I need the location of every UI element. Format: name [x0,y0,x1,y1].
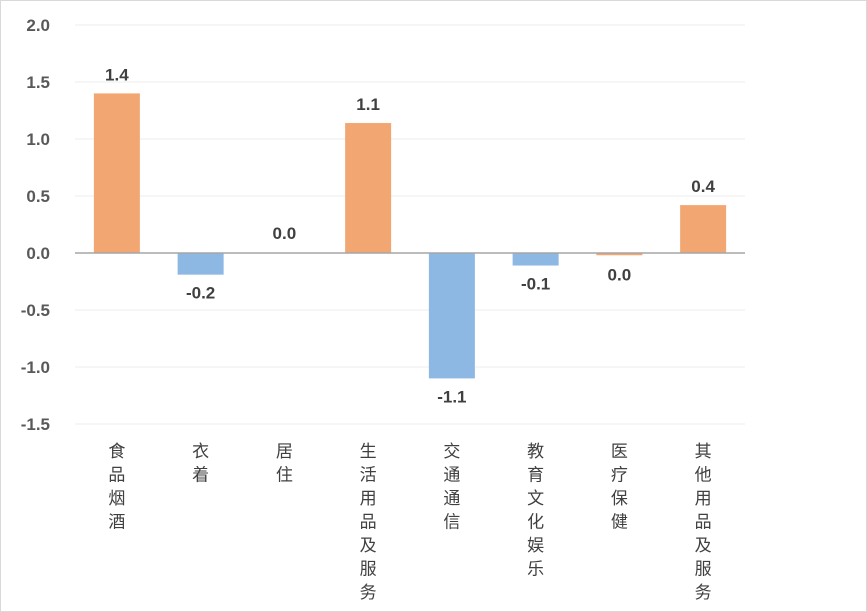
data-label: 0.0 [273,224,297,243]
bar [512,253,559,266]
svg-text:衣: 衣 [192,442,209,462]
category-label: 衣着 [192,442,209,486]
svg-text:及: 及 [360,536,377,556]
data-labels: 1.4 -0.2 0.0 1.1 -1.1 -0.1 0.0 0.4 [105,65,715,406]
data-label: 1.4 [105,65,129,84]
svg-text:居: 居 [276,442,293,462]
svg-text:交: 交 [443,442,460,462]
svg-text:住: 住 [276,466,293,486]
svg-text:娱: 娱 [527,536,544,556]
svg-text:用: 用 [695,489,712,509]
svg-text:服: 服 [360,560,377,580]
svg-text:乐: 乐 [527,560,544,580]
y-tick-label: 1.5 [26,73,50,92]
svg-text:其: 其 [695,442,712,462]
svg-text:信: 信 [443,513,460,533]
svg-text:疗: 疗 [611,466,628,486]
data-label: 0.0 [608,265,632,284]
bar [680,205,727,253]
svg-text:医: 医 [611,442,628,462]
bar [345,123,392,253]
y-tick-label: 0.5 [26,187,50,206]
y-tick-label: -1.0 [21,358,50,377]
svg-text:他: 他 [695,466,712,486]
svg-text:服: 服 [695,560,712,580]
svg-text:及: 及 [695,536,712,556]
svg-text:品: 品 [360,513,377,533]
svg-text:化: 化 [527,513,544,533]
y-tick-label: -0.5 [21,301,50,320]
bar [428,253,475,379]
svg-text:通: 通 [443,489,460,509]
category-label: 居住 [276,442,293,486]
bars [93,93,727,379]
y-tick-label: 0.0 [26,244,50,263]
bar [177,253,224,275]
svg-text:食: 食 [108,442,125,462]
grid-lines [75,24,745,425]
svg-text:用: 用 [360,489,377,509]
data-label: -0.2 [186,284,215,303]
y-tick-label: 1.0 [26,130,50,149]
svg-text:着: 着 [192,466,209,486]
svg-text:文: 文 [527,489,544,509]
svg-text:活: 活 [360,466,377,486]
svg-text:教: 教 [527,442,544,462]
svg-text:务: 务 [360,583,377,603]
svg-text:育: 育 [527,466,544,486]
y-tick-label: 2.0 [26,16,50,35]
svg-text:烟: 烟 [108,489,125,509]
bar [596,253,643,256]
svg-text:品: 品 [108,466,125,486]
svg-text:生: 生 [360,442,377,462]
bar [93,93,140,254]
y-tick-label: -1.5 [21,415,50,434]
data-label: 0.4 [691,177,715,196]
y-axis-ticks: 2.0 1.5 1.0 0.5 0.0 -0.5 -1.0 -1.5 [21,16,50,434]
data-label: 1.1 [356,95,380,114]
svg-text:务: 务 [695,583,712,603]
data-label: -1.1 [437,387,466,406]
svg-text:酒: 酒 [108,513,125,533]
data-label: -0.1 [521,275,550,294]
svg-text:健: 健 [611,513,628,533]
svg-text:保: 保 [611,489,628,509]
svg-text:品: 品 [695,513,712,533]
svg-text:通: 通 [443,466,460,486]
